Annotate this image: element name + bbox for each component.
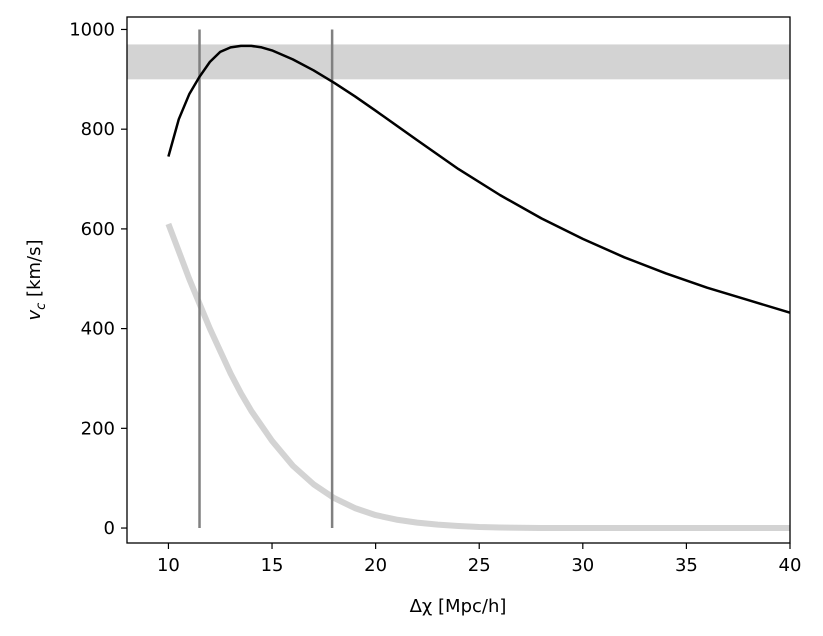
series-light-gray-line xyxy=(165,222,790,531)
y-axis-label: vc [km/s] xyxy=(24,240,49,321)
x-axis-label: Δχ [Mpc/h] xyxy=(410,596,507,617)
x-tick-label: 40 xyxy=(779,555,802,576)
series-black-line xyxy=(167,44,790,314)
x-tick-label: 15 xyxy=(261,555,284,576)
y-tick-label: 800 xyxy=(81,119,115,140)
y-tick-label: 0 xyxy=(104,518,115,539)
axes-frame xyxy=(126,16,791,544)
y-tick-label: 400 xyxy=(81,319,115,340)
x-tick-label: 25 xyxy=(468,555,491,576)
x-tick-label: 20 xyxy=(364,555,387,576)
y-tick-label: 1000 xyxy=(69,19,115,40)
y-tick-label: 600 xyxy=(81,219,115,240)
y-axis-label-unit: [km/s] xyxy=(24,240,45,303)
y-axis-label-subscript: c xyxy=(34,303,49,310)
x-tick-label: 10 xyxy=(157,555,180,576)
x-tick-label: 30 xyxy=(571,555,594,576)
shaded-band xyxy=(127,44,790,80)
x-tick-label: 35 xyxy=(675,555,698,576)
y-axis-label-symbol: v xyxy=(24,309,45,320)
y-tick-label: 200 xyxy=(81,418,115,439)
